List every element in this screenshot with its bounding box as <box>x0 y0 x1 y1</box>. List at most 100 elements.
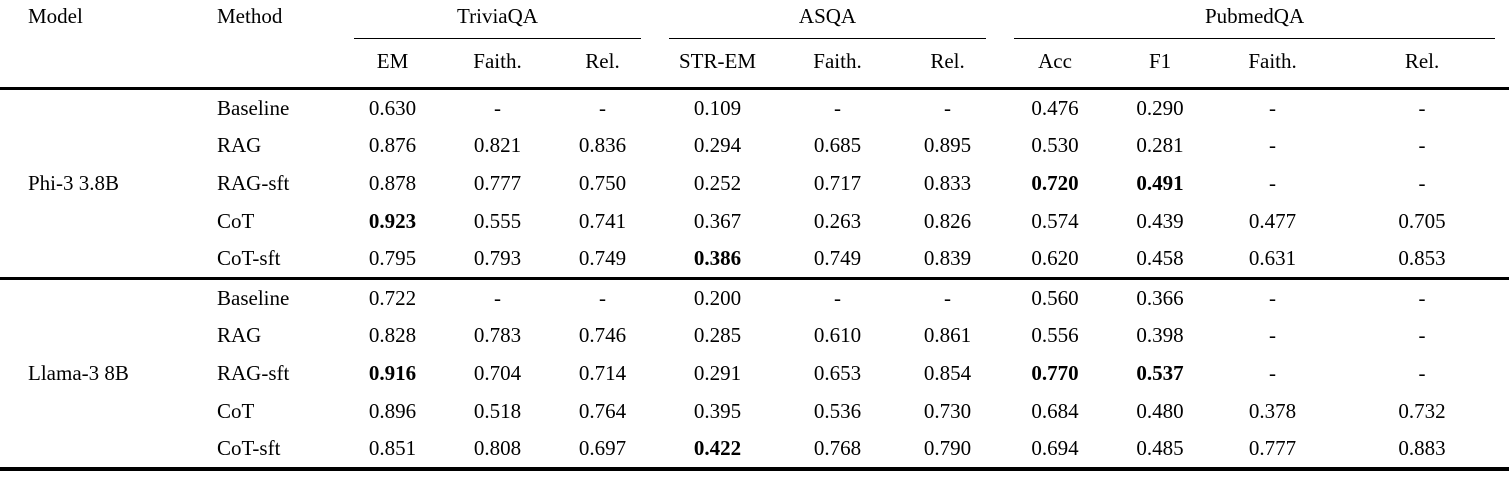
method-cell: CoT-sft <box>217 436 281 460</box>
value-cell: 0.764 <box>578 399 627 423</box>
subcolumn-header: F1 <box>1148 49 1172 73</box>
subcolumn-header: Rel. <box>930 49 965 73</box>
value-cell: 0.749 <box>813 246 862 271</box>
value-cell: 0.630 <box>368 95 417 120</box>
value-cell: 0.290 <box>1136 95 1184 120</box>
table-row: RAG-sft 0.916 0.704 0.714 0.291 0.653 0.854 0.7… <box>0 355 1509 393</box>
value-cell: 0.263 <box>813 209 862 233</box>
value-cell: 0.836 <box>578 133 627 157</box>
value-cell: 0.861 <box>923 323 972 347</box>
value-cell: 0.555 <box>473 209 522 233</box>
table-row: CoT-sft 0.851 0.808 0.697 0.422 0.768 0.790 0.6… <box>0 431 1509 469</box>
table-header: Model Method TriviaQA ASQA PubmedQA EM Faith.… <box>0 0 1509 89</box>
table-row: CoT 0.896 0.518 0.764 0.395 0.536 0.730 0.684 0.… <box>0 393 1509 431</box>
value-cell: - <box>1418 361 1426 385</box>
value-cell: 0.826 <box>923 209 972 233</box>
value-cell: 0.730 <box>923 399 972 423</box>
value-cell: 0.777 <box>473 171 522 195</box>
value-cell: 0.476 <box>1031 95 1079 120</box>
value-cell: 0.684 <box>1031 399 1079 423</box>
value-cell: 0.653 <box>813 361 862 385</box>
group-header-triviaqa: TriviaQA <box>340 0 655 39</box>
value-cell: - <box>494 285 501 310</box>
model-column-header: Model <box>28 4 83 28</box>
table-row: Llama-3 8B Baseline 0.722 - - 0.200 - - 0.560 0.3… <box>0 279 1509 385</box>
value-cell: - <box>1418 171 1426 195</box>
value-cell: - <box>1418 133 1426 157</box>
value-cell: 0.556 <box>1031 323 1079 347</box>
model-block: Llama-3 8B Baseline 0.722 - - 0.200 - - 0.560 0.3… <box>0 279 1509 469</box>
group-header-row: Model Method TriviaQA ASQA PubmedQA <box>0 0 1509 39</box>
value-cell: 0.741 <box>578 209 627 233</box>
value-cell: 0.610 <box>813 323 862 347</box>
value-cell: 0.422 <box>693 436 742 460</box>
value-cell: 0.537 <box>1136 361 1184 385</box>
value-cell: - <box>1269 285 1277 310</box>
value-cell: 0.704 <box>473 361 522 385</box>
value-cell: 0.717 <box>813 171 862 195</box>
value-cell: 0.749 <box>578 246 627 271</box>
value-cell: 0.750 <box>578 171 627 195</box>
results-table: Model Method TriviaQA ASQA PubmedQA EM Faith.… <box>0 0 1509 471</box>
value-cell: 0.783 <box>473 323 522 347</box>
method-cell: CoT-sft <box>217 246 281 271</box>
value-cell: 0.896 <box>368 399 417 423</box>
value-cell: 0.574 <box>1031 209 1079 233</box>
method-cell: CoT <box>217 399 255 423</box>
value-cell: 0.386 <box>693 246 742 271</box>
value-cell: 0.854 <box>923 361 972 385</box>
value-cell: 0.821 <box>473 133 522 157</box>
subcolumn-header: Faith. <box>473 49 522 73</box>
value-cell: - <box>599 95 606 120</box>
method-column-header: Method <box>217 4 283 28</box>
model-name-cell: Phi-3 3.8B <box>28 171 120 195</box>
value-cell: 0.851 <box>368 436 417 460</box>
table-row: RAG-sft 0.878 0.777 0.750 0.252 0.717 0.833 0.7… <box>0 165 1509 203</box>
value-cell: 0.477 <box>1248 209 1297 233</box>
value-cell: - <box>944 95 952 120</box>
value-cell: 0.395 <box>693 399 742 423</box>
method-cell: Baseline <box>217 95 290 120</box>
value-cell: 0.281 <box>1136 133 1184 157</box>
value-cell: - <box>944 285 952 310</box>
method-cell: Baseline <box>217 285 290 310</box>
value-cell: 0.252 <box>693 171 742 195</box>
group-label: TriviaQA <box>354 4 642 39</box>
value-cell: 0.485 <box>1136 436 1184 460</box>
group-label: ASQA <box>669 4 987 39</box>
method-cell: RAG <box>217 133 262 157</box>
value-cell: 0.895 <box>923 133 972 157</box>
value-cell: 0.200 <box>693 285 742 310</box>
value-cell: 0.790 <box>923 436 972 460</box>
group-label: PubmedQA <box>1014 4 1496 39</box>
value-cell: 0.833 <box>923 171 972 195</box>
table-row: Phi-3 3.8B Baseline 0.630 - - 0.109 - - 0.476 0.2… <box>0 89 1509 195</box>
value-cell: 0.536 <box>813 399 862 423</box>
value-cell: 0.439 <box>1136 209 1184 233</box>
value-cell: - <box>1418 323 1426 347</box>
value-cell: 0.109 <box>693 95 742 120</box>
value-cell: 0.291 <box>693 361 742 385</box>
value-cell: 0.285 <box>693 323 742 347</box>
table-row: CoT-sft 0.795 0.793 0.749 0.386 0.749 0.839 0.6… <box>0 241 1509 279</box>
value-cell: 0.853 <box>1398 246 1446 271</box>
group-header-pubmedqa: PubmedQA <box>1000 0 1509 39</box>
value-cell: 0.560 <box>1031 285 1079 310</box>
value-cell: 0.770 <box>1031 361 1079 385</box>
value-cell: 0.883 <box>1398 436 1446 460</box>
table-row: RAG 0.876 0.821 0.836 0.294 0.685 0.895 0.530 0.… <box>0 127 1509 165</box>
subcolumn-header: STR-EM <box>679 49 757 73</box>
value-cell: 0.705 <box>1398 209 1446 233</box>
value-cell: - <box>1418 285 1426 310</box>
value-cell: 0.518 <box>473 399 522 423</box>
value-cell: 0.793 <box>473 246 522 271</box>
value-cell: - <box>1269 171 1277 195</box>
value-cell: 0.714 <box>578 361 627 385</box>
value-cell: 0.878 <box>368 171 417 195</box>
value-cell: 0.795 <box>368 246 417 271</box>
model-block: Phi-3 3.8B Baseline 0.630 - - 0.109 - - 0.476 0.2… <box>0 89 1509 279</box>
value-cell: - <box>834 95 842 120</box>
table-row: CoT 0.923 0.555 0.741 0.367 0.263 0.826 0.574 0.… <box>0 203 1509 241</box>
value-cell: 0.876 <box>368 133 417 157</box>
